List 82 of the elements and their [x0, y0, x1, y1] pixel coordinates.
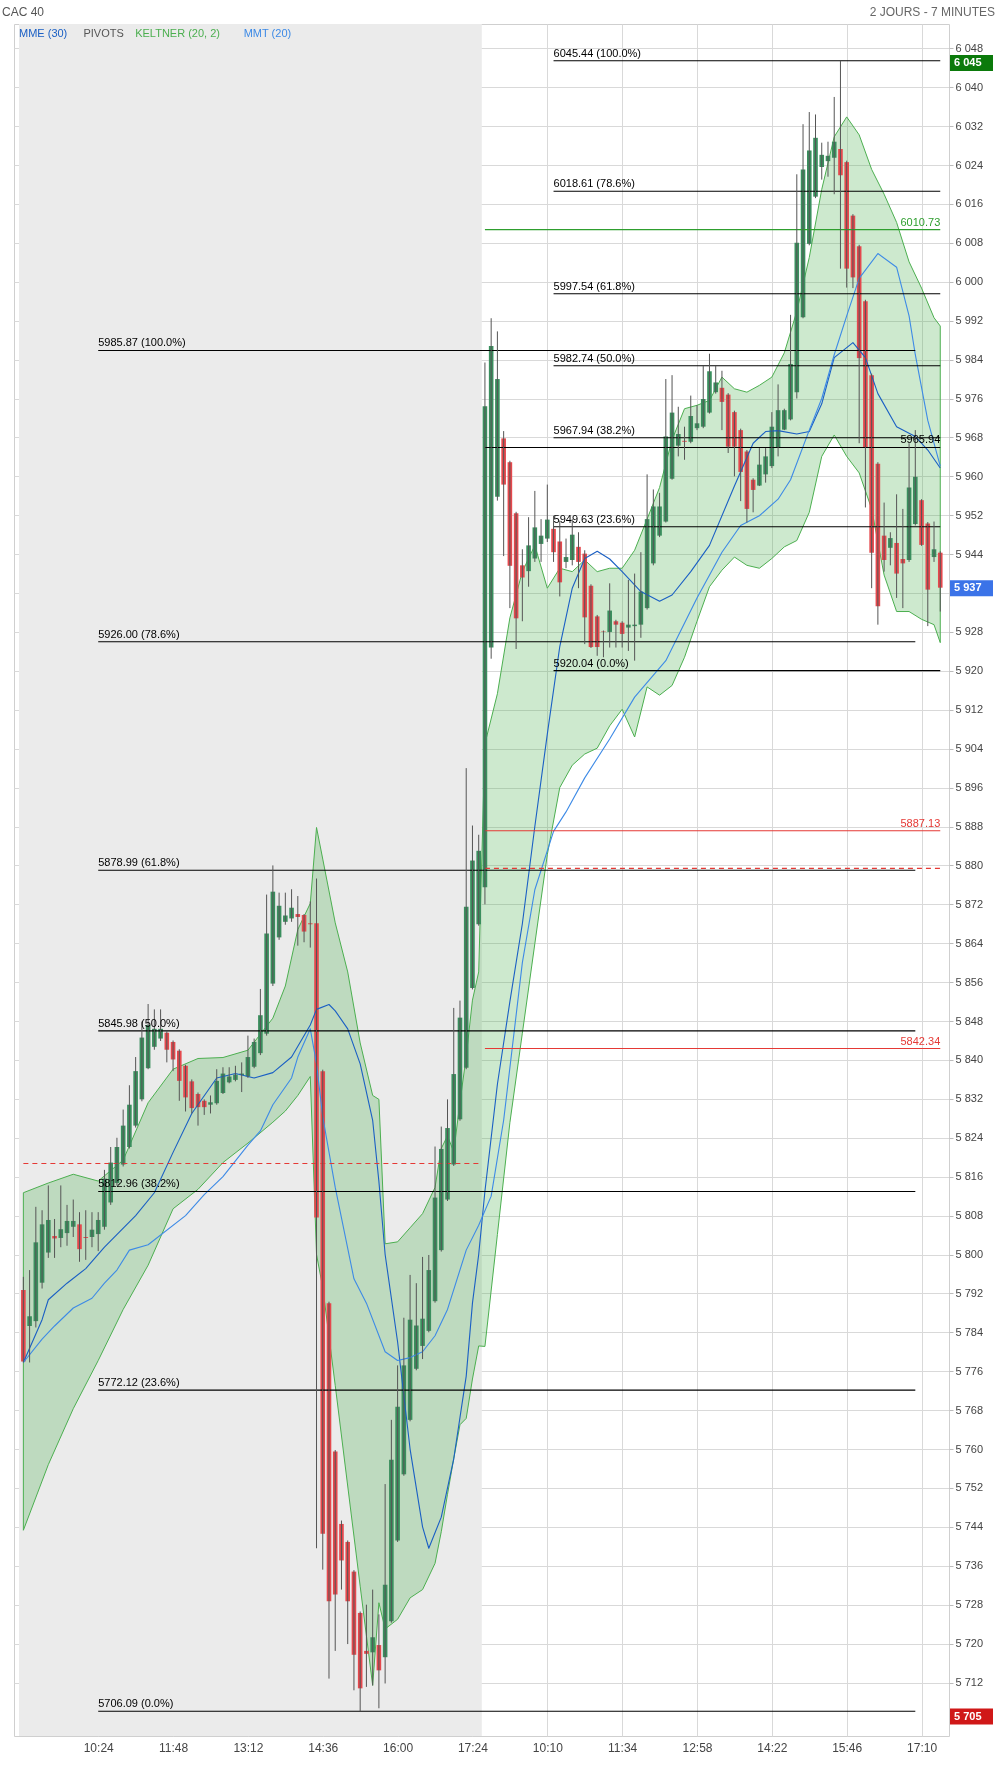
y-tick-label: 5 832 — [955, 1092, 984, 1105]
series-label: 5926.00 (78.6%) — [98, 627, 180, 640]
text: MMT (20) — [243, 27, 292, 39]
x-tick-label: 11:48 — [158, 1740, 189, 1755]
x-tick-label: 14:36 — [308, 1740, 339, 1755]
y-tick-label: 5 872 — [955, 897, 984, 910]
y-tick-label: 5 864 — [955, 936, 984, 949]
y-tick-label: 6 024 — [955, 158, 984, 171]
y-tick-label: 6 032 — [955, 119, 984, 132]
series-label: 5967.94 (38.2%) — [553, 423, 635, 436]
line-series — [22, 253, 941, 1364]
y-tick-label: 5 784 — [955, 1325, 984, 1338]
text: 6 045 — [954, 55, 982, 68]
x-tick-label: 14:22 — [757, 1740, 788, 1755]
series-label: 6018.61 (78.6%) — [553, 177, 635, 190]
series-label: 5949.63 (23.6%) — [553, 512, 635, 525]
y-tick-label: 6 016 — [955, 197, 984, 210]
y-tick-label: 5 976 — [955, 392, 984, 404]
x-tick-label: 13:12 — [233, 1740, 264, 1755]
x-tick-label: 10:10 — [532, 1740, 564, 1755]
candlestick — [682, 426, 687, 461]
y-tick-label: 5 824 — [955, 1131, 984, 1144]
text: 5 937 — [954, 581, 982, 594]
text: 5 705 — [954, 1709, 982, 1722]
x-tick-label: 11:34 — [608, 1740, 638, 1755]
series-label: 5772.12 (23.6%) — [98, 1376, 180, 1389]
y-tick-label: 5 744 — [955, 1520, 984, 1533]
y-tick-label: 5 712 — [955, 1676, 984, 1688]
y-tick-label: 6 048 — [955, 41, 984, 54]
y-tick-label: 5 960 — [955, 469, 984, 482]
y-tick-label: 5 848 — [955, 1014, 984, 1027]
y-tick-label: 5 888 — [955, 820, 984, 832]
y-tick-label: 5 952 — [955, 508, 984, 521]
chart-title: CAC 40 — [2, 5, 45, 19]
candlestick — [58, 1184, 64, 1248]
y-tick-label: 5 776 — [955, 1364, 984, 1377]
candlestick — [364, 1604, 369, 1688]
series-label: 5985.87 (100.0%) — [98, 336, 186, 349]
y-tick-label: 5 728 — [955, 1598, 984, 1611]
x-tick-label: 17:24 — [457, 1740, 489, 1755]
y-tick-label: 5 992 — [955, 314, 984, 327]
x-tick-label: 12:58 — [682, 1740, 713, 1755]
text: MME (30) — [19, 27, 68, 39]
y-tick-label: 5 984 — [955, 353, 984, 366]
series-label: 6010.73 — [900, 215, 941, 228]
y-tick-label: 5 880 — [955, 858, 984, 871]
y-tick-label: 5 792 — [955, 1286, 984, 1299]
x-tick-label: 17:10 — [907, 1740, 938, 1755]
y-tick-label: 5 736 — [955, 1559, 984, 1572]
y-tick-label: 6 040 — [955, 80, 984, 93]
series-label: 5982.74 (50.0%) — [553, 351, 635, 364]
y-tick-label: 5 896 — [955, 781, 984, 794]
y-tick-label: 5 752 — [955, 1481, 984, 1494]
y-tick-label: 5 760 — [955, 1442, 984, 1455]
y-tick-label: 5 912 — [955, 703, 984, 716]
annotation: PIVOTS — [83, 27, 124, 39]
y-tick-label: 5 944 — [955, 547, 984, 560]
y-tick-label: 5 720 — [955, 1637, 984, 1650]
y-tick-label: 5 920 — [955, 664, 984, 677]
x-tick-label: 16:00 — [383, 1740, 414, 1755]
legend-label: KELTNER (20, 2) — [135, 27, 220, 39]
y-tick-label: 5 808 — [955, 1209, 984, 1222]
x-tick-label: 10:24 — [83, 1740, 115, 1755]
series-label: 5842.34 — [900, 1034, 941, 1047]
y-tick-label: 5 800 — [955, 1248, 984, 1260]
series-label: 5706.09 (0.0%) — [98, 1697, 174, 1710]
y-tick-label: 5 856 — [955, 975, 984, 988]
y-tick-label: 5 968 — [955, 430, 984, 443]
x-tick-label: 15:46 — [832, 1740, 863, 1755]
series-label: 5887.13 — [900, 816, 941, 829]
y-tick-label: 5 904 — [955, 742, 984, 755]
y-tick-label: 5 840 — [955, 1053, 984, 1066]
series-label: 5878.99 (61.8%) — [98, 856, 180, 869]
series-label: 6045.44 (100.0%) — [553, 46, 641, 59]
series-label: 5997.54 (61.8%) — [553, 279, 635, 292]
y-tick-label: 6 000 — [955, 275, 984, 288]
y-tick-label: 5 928 — [955, 625, 984, 638]
text: 2 JOURS - 7 MINUTES — [869, 5, 995, 19]
y-tick-label: 6 008 — [955, 236, 984, 249]
y-tick-label: 5 816 — [955, 1170, 984, 1183]
series-label: 5920.04 (0.0%) — [553, 656, 629, 669]
y-tick-label: 5 768 — [955, 1403, 984, 1416]
